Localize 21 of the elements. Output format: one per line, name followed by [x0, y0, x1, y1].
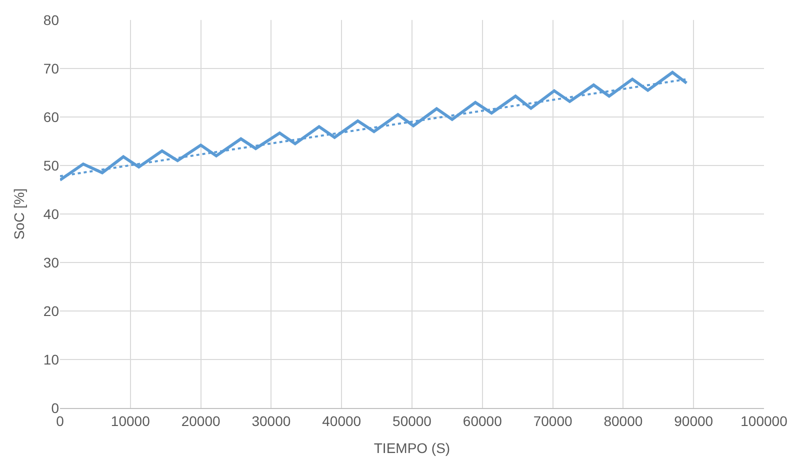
y-tick-label: 10: [43, 351, 60, 368]
y-tick-label: 70: [43, 60, 60, 76]
x-tick-label: 80000: [604, 412, 643, 429]
y-tick-label: 80: [43, 12, 60, 28]
x-tick-label: 100000: [740, 412, 788, 429]
x-tick-label: 10000: [110, 412, 150, 429]
y-axis-title: SoC [%]: [11, 188, 28, 240]
x-tick-label: 30000: [252, 412, 291, 429]
x-tick-label: 90000: [674, 412, 714, 429]
y-tick-label: 20: [43, 302, 60, 319]
x-axis-title: TIEMPO (S): [374, 440, 450, 456]
y-tick-label: 30: [43, 254, 60, 270]
x-tick-label: 40000: [322, 412, 362, 429]
x-tick-label: 70000: [533, 412, 572, 429]
y-tick-label: 0: [51, 400, 60, 416]
y-tick-label: 50: [43, 157, 60, 174]
x-tick-label: 20000: [181, 412, 220, 429]
y-tick-label: 40: [43, 206, 60, 222]
x-tick-label: 60000: [462, 412, 502, 429]
x-tick-label: 50000: [392, 412, 432, 429]
y-tick-label: 60: [43, 108, 60, 125]
